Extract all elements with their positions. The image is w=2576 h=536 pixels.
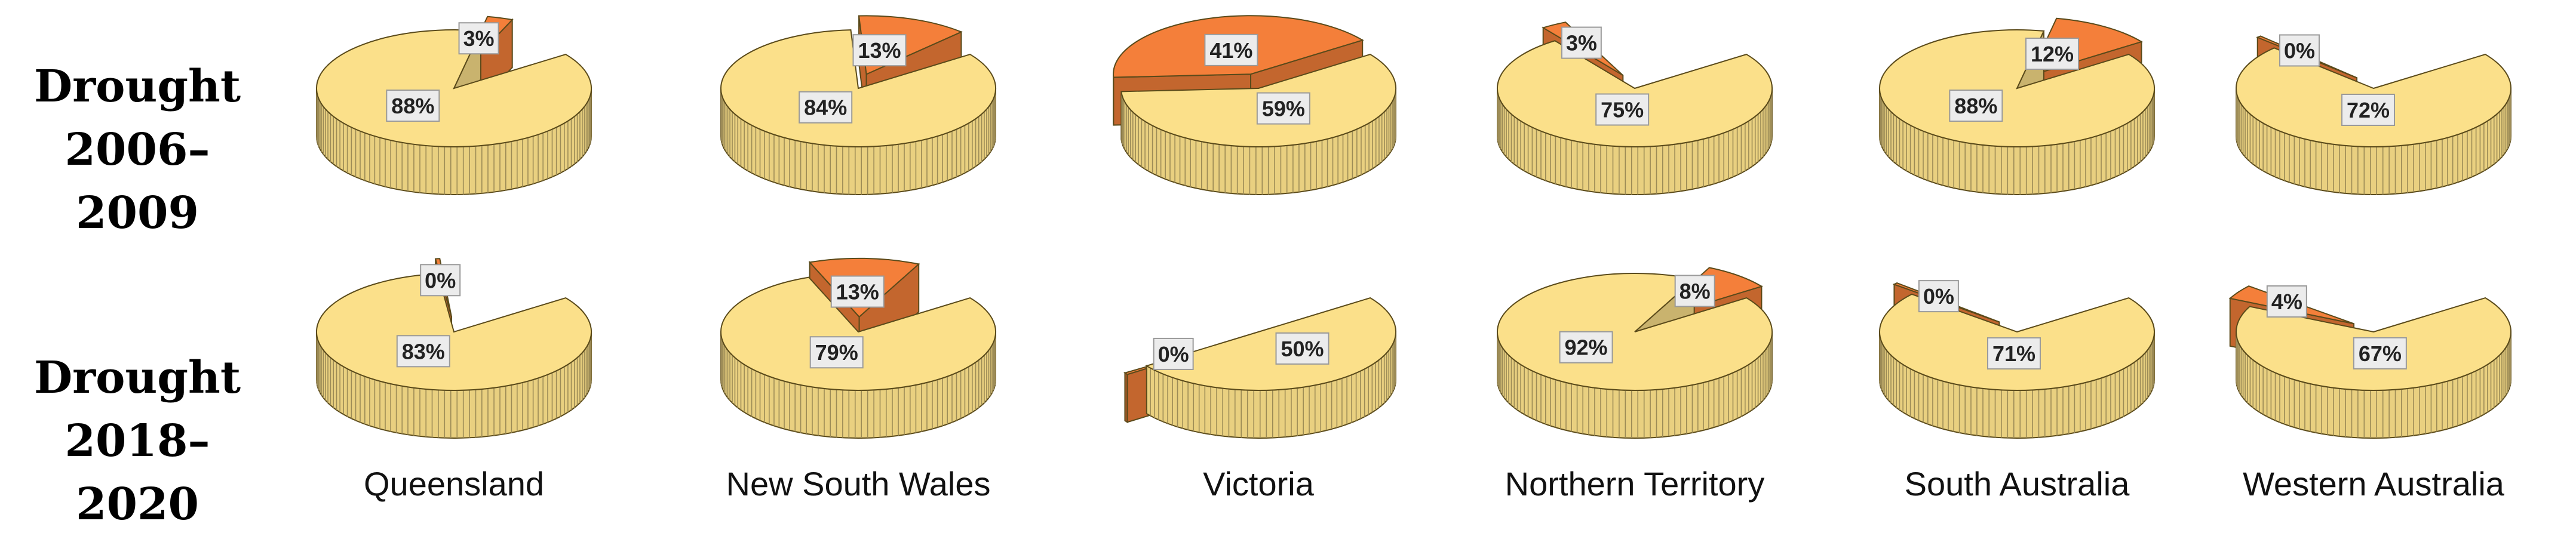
state-label-western-australia: Western Australia (2182, 464, 2565, 503)
pie-2-4-minor-data-label: 8% (1680, 279, 1711, 303)
pie-1-1-minor-data-label: 3% (463, 26, 495, 51)
pie-1-2: 84% 13% (721, 16, 996, 195)
pie-2-2-main-data-label: 79% (815, 340, 858, 365)
pie-2-2-minor-data-label: 13% (836, 280, 879, 304)
pie-1-1-main-data-label: 88% (391, 94, 434, 118)
pie-1-3-main-data-label: 59% (1262, 97, 1305, 121)
pie-2-2: 79% 13% (721, 258, 996, 438)
pie-2-6: 67% 4% (2230, 286, 2511, 438)
pie-2-3-minor-data-label: 0% (1158, 342, 1189, 366)
pie-1-4-minor-data-label: 3% (1566, 31, 1597, 56)
pie-1-6: 72% 0% (2236, 35, 2511, 195)
pie-2-5: 71% 0% (1880, 281, 2154, 438)
pie-2-3: 50% 0% (1125, 298, 1396, 438)
figure-canvas: Drought 2006–2009 Drought 2018–2020 88%3… (0, 0, 2576, 521)
pie-1-6-main-data-label: 72% (2347, 98, 2390, 122)
pie-1-5-minor-data-label: 12% (2031, 42, 2074, 66)
pie-2-1: 83% 0% (317, 258, 591, 438)
pie-1-5: 88% 12% (1880, 19, 2154, 195)
pie-2-4: 92% 8% (1497, 267, 1772, 438)
pie-1-3: 59% 41% (1113, 16, 1396, 195)
pie-1-1: 88% 3% (317, 17, 591, 195)
pie-2-6-minor-data-label: 4% (2271, 289, 2302, 314)
pie-charts-svg: 88% 3% 84% 13% 59% 41% 75% 3% 88% 12% 72% 0% 83% 0% 79… (0, 0, 2576, 521)
state-label-new-south-wales: New South Wales (667, 464, 1049, 503)
pie-1-4-main-data-label: 75% (1601, 97, 1644, 122)
pie-2-4-main-data-label: 92% (1565, 335, 1608, 360)
pie-1-1-slice-main-top (317, 30, 591, 147)
pie-2-1-main-data-label: 83% (402, 339, 445, 364)
pie-1-6-minor-data-label: 0% (2284, 38, 2315, 63)
pie-1-5-main-data-label: 88% (1954, 94, 1997, 118)
state-label-south-australia: South Australia (1826, 464, 2208, 503)
pie-2-5-main-data-label: 71% (1992, 341, 2035, 366)
pie-1-2-minor-data-label: 13% (858, 38, 901, 63)
state-label-northern-territory: Northern Territory (1444, 464, 1826, 503)
state-label-queensland: Queensland (263, 464, 645, 503)
pie-2-5-minor-data-label: 0% (1923, 284, 1954, 309)
pie-1-2-main-data-label: 84% (804, 96, 847, 120)
state-label-victoria: Victoria (1067, 464, 1450, 503)
pie-2-3-main-data-label: 50% (1281, 337, 1324, 361)
pie-1-3-minor-data-label: 41% (1209, 38, 1252, 63)
pie-1-4: 75% 3% (1497, 22, 1772, 195)
pie-2-1-minor-data-label: 0% (425, 268, 456, 292)
pie-2-6-main-data-label: 67% (2359, 341, 2402, 366)
